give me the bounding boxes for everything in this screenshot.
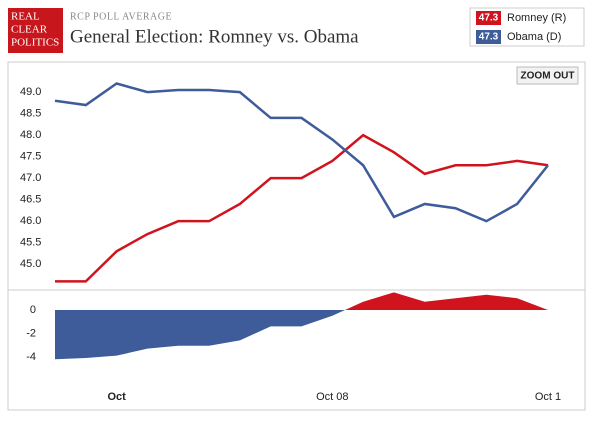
y-tick-label: -2	[26, 327, 36, 339]
x-tick-label: Oct 1	[535, 391, 561, 403]
plot-frame	[7, 61, 586, 411]
legend-value: 47.3	[479, 13, 499, 24]
y-tick-label: 46.0	[20, 215, 41, 227]
legend-swatch	[476, 11, 501, 25]
y-tick-label: 45.5	[20, 237, 41, 249]
legend-label: Romney (R)	[507, 12, 566, 24]
spread-area-positive	[55, 292, 548, 310]
y-tick-label: 48.0	[20, 129, 41, 141]
logo-line: POLITICS	[11, 37, 59, 49]
y-tick-label: 48.5	[20, 108, 41, 120]
x-tick-label: Oct	[107, 391, 126, 403]
y-tick-label: 45.0	[20, 258, 41, 270]
zoom-out-button[interactable]	[516, 66, 579, 85]
y-tick-label: 49.0	[20, 86, 41, 98]
logo-line: CLEAR	[11, 24, 48, 36]
y-tick-label: 47.0	[20, 172, 41, 184]
y-tick-label: 47.5	[20, 151, 41, 163]
chart-title: General Election: Romney vs. Obama	[70, 26, 359, 47]
legend-swatch	[476, 30, 501, 44]
y-tick-label: -4	[26, 351, 36, 363]
y-tick-label: 46.5	[20, 194, 41, 206]
zoom-out-label[interactable]: ZOOM OUT	[521, 71, 575, 82]
series-line	[55, 133, 549, 283]
legend-label: Obama (D)	[507, 31, 561, 43]
series-line	[54, 82, 549, 223]
y-tick-label: 0	[30, 304, 36, 316]
legend-value: 47.3	[479, 32, 499, 43]
x-tick-label: Oct 08	[316, 391, 348, 403]
logo-box	[8, 8, 63, 53]
logo-line: REAL	[11, 11, 40, 23]
kicker: RCP POLL AVERAGE	[70, 11, 172, 22]
spread-area-negative	[55, 310, 346, 360]
